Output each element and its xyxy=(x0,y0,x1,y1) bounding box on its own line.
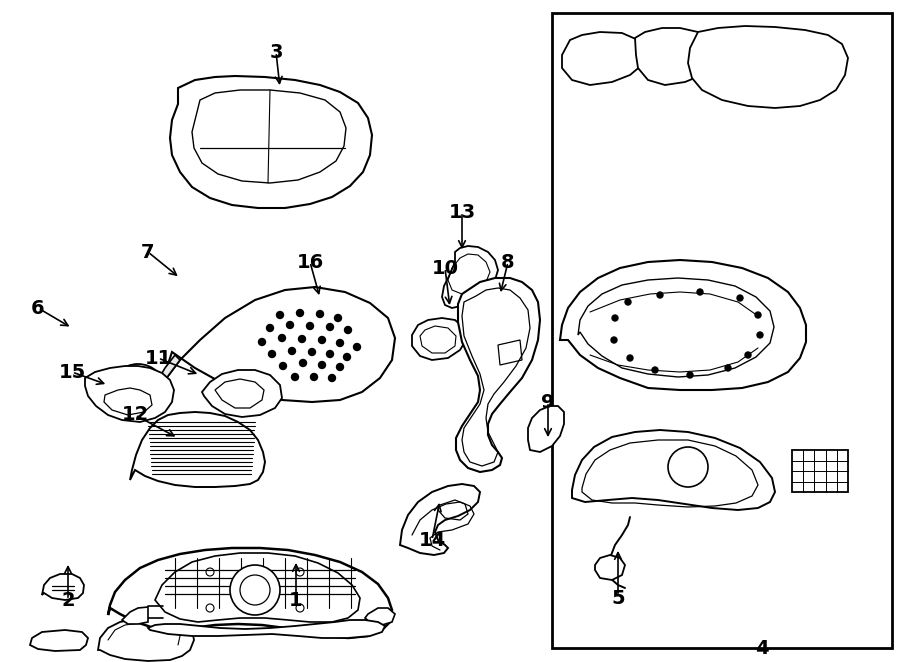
Polygon shape xyxy=(365,608,395,625)
Circle shape xyxy=(337,363,344,371)
Polygon shape xyxy=(528,406,564,452)
Circle shape xyxy=(697,289,703,295)
Circle shape xyxy=(757,332,763,338)
Circle shape xyxy=(319,336,326,344)
Polygon shape xyxy=(688,26,848,108)
Circle shape xyxy=(755,312,761,318)
Text: 15: 15 xyxy=(58,363,86,381)
Polygon shape xyxy=(98,618,194,661)
Polygon shape xyxy=(792,450,848,492)
Text: 2: 2 xyxy=(61,591,75,610)
Circle shape xyxy=(278,334,285,342)
Circle shape xyxy=(612,315,618,321)
Circle shape xyxy=(110,364,166,420)
Text: 6: 6 xyxy=(32,299,45,318)
Circle shape xyxy=(307,322,313,330)
Polygon shape xyxy=(456,278,540,472)
Polygon shape xyxy=(560,260,806,390)
Circle shape xyxy=(625,299,631,305)
Polygon shape xyxy=(42,574,84,600)
Circle shape xyxy=(309,348,316,355)
Circle shape xyxy=(657,292,663,298)
Circle shape xyxy=(668,447,708,487)
Circle shape xyxy=(230,565,280,615)
Circle shape xyxy=(268,350,275,357)
Text: 11: 11 xyxy=(144,348,172,367)
Circle shape xyxy=(327,350,334,357)
Circle shape xyxy=(276,312,284,318)
Polygon shape xyxy=(148,620,385,638)
Circle shape xyxy=(296,310,303,316)
Circle shape xyxy=(292,373,299,381)
Circle shape xyxy=(266,324,274,332)
Text: 12: 12 xyxy=(122,406,148,424)
Polygon shape xyxy=(108,548,392,638)
Circle shape xyxy=(286,322,293,328)
Text: 5: 5 xyxy=(611,589,625,608)
Circle shape xyxy=(319,361,326,369)
Circle shape xyxy=(299,336,305,342)
Circle shape xyxy=(300,359,307,367)
Polygon shape xyxy=(122,607,148,624)
Polygon shape xyxy=(572,430,775,510)
Circle shape xyxy=(611,337,617,343)
Polygon shape xyxy=(85,366,174,422)
Text: 13: 13 xyxy=(448,203,475,222)
Circle shape xyxy=(344,354,350,361)
Text: 3: 3 xyxy=(269,42,283,62)
Circle shape xyxy=(280,363,286,369)
Polygon shape xyxy=(412,318,466,360)
Circle shape xyxy=(328,375,336,381)
Polygon shape xyxy=(170,76,372,208)
Text: 4: 4 xyxy=(755,639,769,657)
Bar xyxy=(552,13,892,648)
Polygon shape xyxy=(30,630,88,651)
Polygon shape xyxy=(202,370,282,417)
Circle shape xyxy=(337,340,344,346)
Circle shape xyxy=(258,338,265,346)
Circle shape xyxy=(310,373,318,381)
Circle shape xyxy=(345,326,352,334)
Text: 14: 14 xyxy=(418,530,446,549)
Circle shape xyxy=(327,324,334,330)
Polygon shape xyxy=(158,287,395,402)
Circle shape xyxy=(317,310,323,318)
Text: 9: 9 xyxy=(541,393,554,412)
Polygon shape xyxy=(442,246,498,308)
Text: 8: 8 xyxy=(501,252,515,271)
Text: 16: 16 xyxy=(296,252,324,271)
Polygon shape xyxy=(155,355,180,395)
Circle shape xyxy=(289,348,295,354)
Circle shape xyxy=(627,355,633,361)
Polygon shape xyxy=(130,412,265,487)
Text: 1: 1 xyxy=(289,591,302,610)
Circle shape xyxy=(745,352,751,358)
Circle shape xyxy=(725,365,731,371)
Circle shape xyxy=(335,314,341,322)
Text: 10: 10 xyxy=(431,258,458,277)
Polygon shape xyxy=(635,28,715,85)
Polygon shape xyxy=(595,555,625,580)
Polygon shape xyxy=(400,484,480,555)
Text: 7: 7 xyxy=(141,242,155,261)
Circle shape xyxy=(737,295,743,301)
Circle shape xyxy=(652,367,658,373)
Circle shape xyxy=(687,372,693,378)
Polygon shape xyxy=(562,32,645,85)
Circle shape xyxy=(354,344,361,350)
